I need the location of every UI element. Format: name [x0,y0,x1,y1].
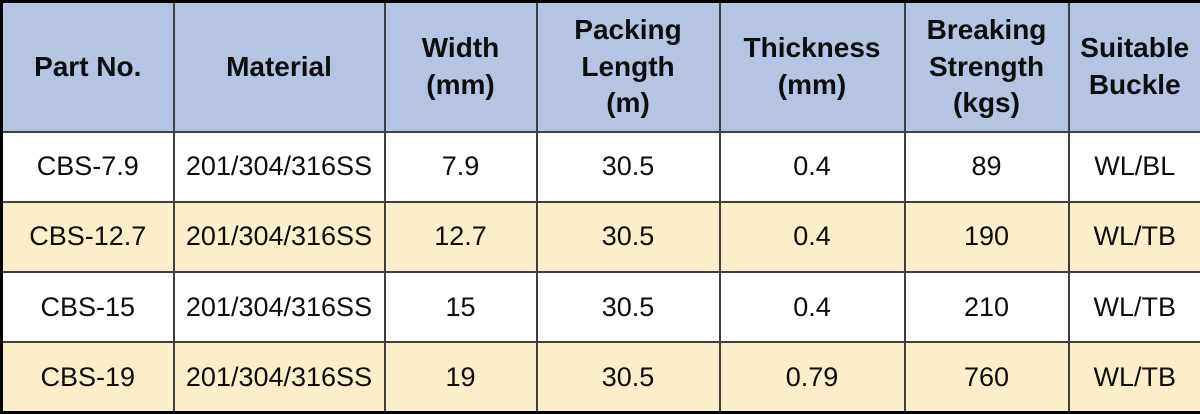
cell-part-no: CBS-12.7 [0,200,175,274]
cell-width: 19 [383,341,538,414]
cell-width: 15 [383,270,538,344]
cell-packing-length: 30.5 [535,341,721,414]
cell-material: 201/304/316SS [172,130,386,203]
cell-breaking-strength: 760 [903,341,1070,414]
table-row: CBS-19 201/304/316SS 19 30.5 0.79 760 WL… [0,341,1200,414]
column-header-thickness: Thickness (mm) [718,0,906,133]
cell-breaking-strength: 190 [903,200,1070,274]
cell-suitable-buckle: WL/TB [1067,341,1200,414]
cell-material: 201/304/316SS [172,341,386,414]
cell-thickness: 0.4 [718,130,906,203]
cell-packing-length: 30.5 [535,130,721,203]
cell-material: 201/304/316SS [172,270,386,344]
cell-width: 7.9 [383,130,538,203]
column-header-part-no: Part No. [0,0,175,133]
table-row: CBS-12.7 201/304/316SS 12.7 30.5 0.4 190… [0,200,1200,274]
cell-thickness: 0.4 [718,200,906,274]
cell-suitable-buckle: WL/TB [1067,270,1200,344]
cell-thickness: 0.4 [718,270,906,344]
column-header-width: Width (mm) [383,0,538,133]
cell-packing-length: 30.5 [535,200,721,274]
cell-width: 12.7 [383,200,538,274]
cell-part-no: CBS-7.9 [0,130,175,203]
cell-breaking-strength: 89 [903,130,1070,203]
column-header-suitable-buckle: Suitable Buckle [1067,0,1200,133]
cell-material: 201/304/316SS [172,200,386,274]
cell-suitable-buckle: WL/BL [1067,130,1200,203]
column-header-breaking-strength: Breaking Strength (kgs) [903,0,1070,133]
column-header-packing-length: Packing Length (m) [535,0,721,133]
cell-breaking-strength: 210 [903,270,1070,344]
table-body: CBS-7.9 201/304/316SS 7.9 30.5 0.4 89 WL… [0,130,1200,414]
column-header-material: Material [172,0,386,133]
cell-suitable-buckle: WL/TB [1067,200,1200,274]
cell-part-no: CBS-15 [0,270,175,344]
table-row: CBS-7.9 201/304/316SS 7.9 30.5 0.4 89 WL… [0,130,1200,203]
cell-packing-length: 30.5 [535,270,721,344]
table-row: CBS-15 201/304/316SS 15 30.5 0.4 210 WL/… [0,270,1200,344]
header-row: Part No. Material Width (mm) Packing Len… [0,0,1200,133]
cell-thickness: 0.79 [718,341,906,414]
cell-part-no: CBS-19 [0,341,175,414]
table-header: Part No. Material Width (mm) Packing Len… [0,0,1200,133]
